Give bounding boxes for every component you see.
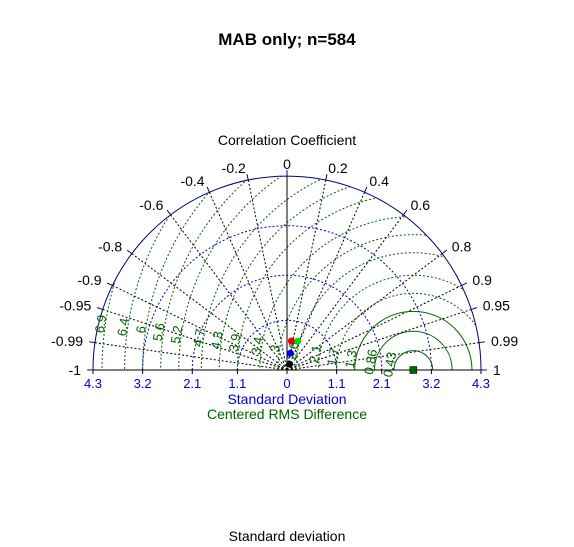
- footer-label: Standard deviation: [228, 528, 346, 544]
- correlation-tick-label: 0.2: [328, 160, 348, 176]
- correlation-tick-label: -0.2: [222, 160, 246, 176]
- correlation-tick-label: 0: [283, 156, 291, 172]
- rms-contour-label: 3.4: [248, 336, 266, 356]
- correlation-tick-label: -0.8: [98, 238, 122, 254]
- rms-contour-label: 6.9: [92, 314, 110, 334]
- correlation-gridline: [170, 214, 288, 371]
- model-point: [294, 337, 302, 345]
- std-tick-label: 4.3: [472, 376, 490, 391]
- rms-contour-label: 4.3: [208, 330, 226, 350]
- chart-title: MAB only; n=584: [218, 30, 356, 49]
- std-arc: [142, 225, 432, 371]
- correlation-gridline: [112, 284, 288, 371]
- rms-contour-label: 6: [133, 325, 149, 335]
- correlation-gridline: [286, 214, 404, 371]
- reference-point: [409, 366, 418, 374]
- std-axis-tick-labels: 4.3 3.2 2.1 1.1 0 1.1 2.1 3.2 4.3: [84, 370, 490, 391]
- correlation-tick-label: -0.99: [51, 333, 83, 349]
- correlation-tick: [206, 186, 210, 193]
- correlation-gridline: [286, 284, 462, 371]
- rms-contour-label: 4.7: [190, 328, 208, 348]
- correlation-tick-label: 0.99: [491, 333, 518, 349]
- model-point: [287, 337, 295, 345]
- rms-contour-label: 2.1: [306, 344, 324, 364]
- correlation-tick: [97, 307, 103, 310]
- rms-contour-labels: 0.430.861.31.72.12.633.43.94.34.75.25.66…: [92, 314, 400, 379]
- std-axis-label: Standard Deviation: [227, 391, 346, 407]
- rms-contour: [295, 252, 481, 370]
- rms-contour: [142, 176, 481, 370]
- correlation-tick-label: -0.6: [139, 197, 163, 213]
- rms-contour-label: 5.6: [150, 322, 168, 342]
- correlation-gridline: [208, 191, 288, 371]
- correlation-tick-label: 0.8: [452, 238, 472, 254]
- rms-axis-label: Centered RMS Difference: [207, 406, 367, 422]
- model-points: [286, 337, 418, 374]
- rms-contour: [124, 176, 481, 370]
- correlation-tick: [106, 282, 113, 286]
- correlation-gridline: [247, 179, 288, 371]
- rms-contour-label: 0.86: [361, 348, 380, 376]
- rms-contour-label: 1.7: [324, 346, 342, 366]
- rms-contour-label: 0.43: [380, 351, 399, 379]
- correlation-tick-label: -0.9: [77, 272, 101, 288]
- std-tick-label: 1.1: [228, 376, 246, 391]
- correlation-tick-label: 1: [493, 362, 501, 378]
- correlation-gridline: [102, 308, 288, 371]
- correlation-tick: [246, 174, 249, 181]
- std-tick-label: 2.1: [373, 376, 391, 391]
- model-point: [286, 360, 294, 368]
- correlation-tick: [166, 209, 172, 216]
- correlation-tick: [471, 307, 477, 310]
- correlation-tick-label: -1: [69, 362, 82, 378]
- std-tick-label: 4.3: [84, 376, 102, 391]
- rms-contour: [277, 234, 481, 370]
- std-tick-label: 2.1: [183, 376, 201, 391]
- rms-contour: [354, 310, 473, 370]
- correlation-tick-labels: -1 -0.99 -0.95 -0.9 -0.8 -0.6 -0.4 -0.2 0 0.2 0.4 0…: [51, 156, 518, 378]
- correlation-axis-label: Correlation Coefficient: [218, 132, 356, 148]
- rms-contour-label: 1.3: [342, 349, 360, 369]
- rms-contour: [374, 330, 453, 370]
- correlation-tick: [441, 249, 448, 255]
- rms-contour-label: 6.4: [114, 317, 132, 337]
- rms-contour: [393, 350, 434, 370]
- std-tick-label: 1.1: [328, 376, 346, 391]
- std-tick-label: 3.2: [422, 376, 440, 391]
- rms-contour-label: 5.2: [168, 324, 186, 344]
- correlation-tick: [126, 249, 133, 255]
- correlation-tick-label: -0.4: [180, 173, 204, 189]
- correlation-tick: [89, 341, 96, 344]
- correlation-tick: [402, 209, 408, 216]
- correlation-tick: [364, 186, 368, 193]
- correlation-tick-label: -0.95: [59, 298, 91, 314]
- correlation-tick: [325, 174, 328, 181]
- model-point: [286, 349, 294, 357]
- correlation-tick: [478, 341, 485, 344]
- correlation-tick-label: 0.95: [483, 298, 510, 314]
- correlation-tick-label: 0.4: [369, 173, 389, 189]
- correlation-tick-label: 0.6: [411, 197, 431, 213]
- rms-contour-label: 3: [267, 344, 283, 354]
- std-tick-label: 3.2: [134, 376, 152, 391]
- correlation-tick-label: 0.9: [472, 272, 492, 288]
- rms-contour-label: 3.9: [226, 333, 244, 353]
- correlation-gridline: [286, 308, 472, 371]
- std-tick-label: 0: [283, 376, 290, 391]
- correlation-tick: [461, 282, 468, 286]
- correlation-gridline: [94, 342, 288, 371]
- correlation-gridline: [286, 253, 443, 371]
